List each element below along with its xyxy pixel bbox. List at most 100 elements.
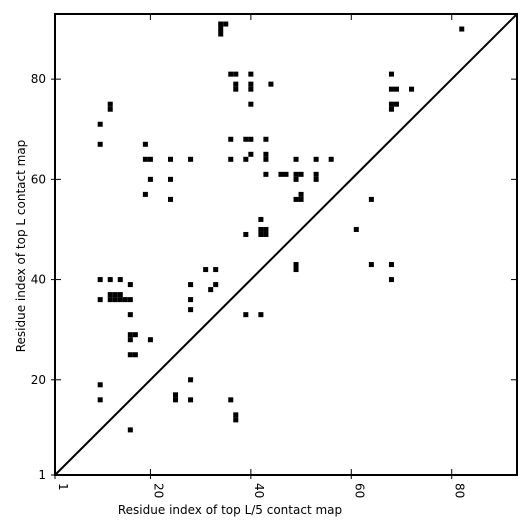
contact-point [248, 81, 254, 87]
contact-point [258, 231, 264, 237]
contact-point [388, 86, 394, 92]
contact-point [313, 171, 319, 177]
contact-point [188, 282, 194, 288]
contact-point [97, 297, 103, 303]
contact-point [353, 226, 359, 232]
contact-point [278, 171, 284, 177]
contact-point [313, 176, 319, 182]
contact-point [328, 156, 334, 162]
y-tick-label: 20 [31, 373, 46, 387]
contact-point [243, 231, 249, 237]
y-tick-label: 60 [31, 172, 46, 186]
contact-point [218, 21, 224, 27]
contact-point [263, 171, 269, 177]
contact-point [258, 216, 264, 222]
x-tick-label: 40 [252, 483, 266, 498]
contact-point [258, 226, 264, 232]
contact-point [243, 156, 249, 162]
contact-point [112, 292, 118, 298]
contact-point [388, 71, 394, 77]
contact-point [173, 397, 179, 403]
contact-point [97, 141, 103, 147]
contact-point [263, 231, 269, 237]
contact-point [107, 101, 113, 107]
contact-point [142, 156, 148, 162]
contact-point [459, 26, 465, 32]
contact-point [228, 156, 234, 162]
contact-point [293, 196, 299, 202]
x-axis-title: Residue index of top L/5 contact map [118, 503, 342, 517]
contact-point [147, 176, 153, 182]
contact-point [248, 86, 254, 92]
contact-point [218, 26, 224, 32]
contact-point [97, 121, 103, 127]
contact-point [298, 191, 304, 197]
contact-point [393, 86, 399, 92]
contact-point [97, 277, 103, 283]
contact-point [97, 397, 103, 403]
contact-point [107, 106, 113, 112]
contact-point [117, 292, 123, 298]
contact-point [107, 292, 113, 298]
contact-point [233, 417, 239, 423]
contact-point [263, 136, 269, 142]
contact-point [127, 352, 133, 358]
x-tick-label: 60 [352, 483, 366, 498]
y-tick-label: 40 [31, 273, 46, 287]
contact-point [388, 106, 394, 112]
contact-point [188, 297, 194, 303]
y-axis-title: Residue index of top L contact map [14, 140, 28, 353]
contact-point [409, 86, 415, 92]
contact-point [268, 81, 274, 87]
contact-point [233, 71, 239, 77]
contact-point [173, 392, 179, 398]
contact-point [258, 312, 264, 318]
contact-point [167, 196, 174, 202]
contact-point [213, 267, 219, 273]
contact-point [243, 312, 249, 318]
contact-point [248, 136, 254, 142]
contact-point [107, 297, 113, 303]
contact-point [188, 156, 194, 162]
contact-point [127, 282, 133, 288]
contact-point [127, 337, 133, 343]
contact-point [213, 282, 219, 288]
x-tick-label: 80 [453, 483, 467, 498]
contact-point [228, 136, 234, 142]
x-tick-label: 1 [56, 483, 70, 491]
contact-point [167, 176, 174, 182]
x-tick-label: 20 [151, 483, 165, 498]
contact-point [293, 171, 299, 177]
contact-point [107, 277, 113, 283]
contact-point [388, 277, 394, 283]
contact-point [97, 382, 103, 388]
contact-point [132, 352, 138, 358]
contact-point [147, 156, 153, 162]
axis-ticks: 1 20 40 60 80 1 20 40 60 80 [31, 14, 517, 498]
contact-point [117, 297, 123, 303]
contact-point [127, 332, 133, 338]
contact-point [112, 297, 118, 303]
contact-point [368, 262, 374, 268]
contact-point [122, 297, 128, 303]
contact-point [263, 151, 269, 157]
contact-point [388, 101, 394, 107]
contact-point [233, 81, 239, 87]
contact-point [223, 21, 229, 27]
contact-point [188, 397, 194, 403]
contact-point [188, 377, 194, 383]
contact-point [298, 196, 304, 202]
contact-point [203, 267, 209, 273]
contact-point [117, 277, 123, 283]
contact-point [142, 141, 148, 147]
contact-point [293, 176, 299, 182]
contact-point [248, 101, 254, 107]
contact-point [127, 427, 133, 433]
contact-point [283, 171, 289, 177]
plot-frame [54, 13, 518, 476]
contact-point [167, 156, 174, 162]
contact-point [188, 307, 194, 313]
contact-point [218, 31, 224, 37]
contact-points [97, 21, 465, 433]
